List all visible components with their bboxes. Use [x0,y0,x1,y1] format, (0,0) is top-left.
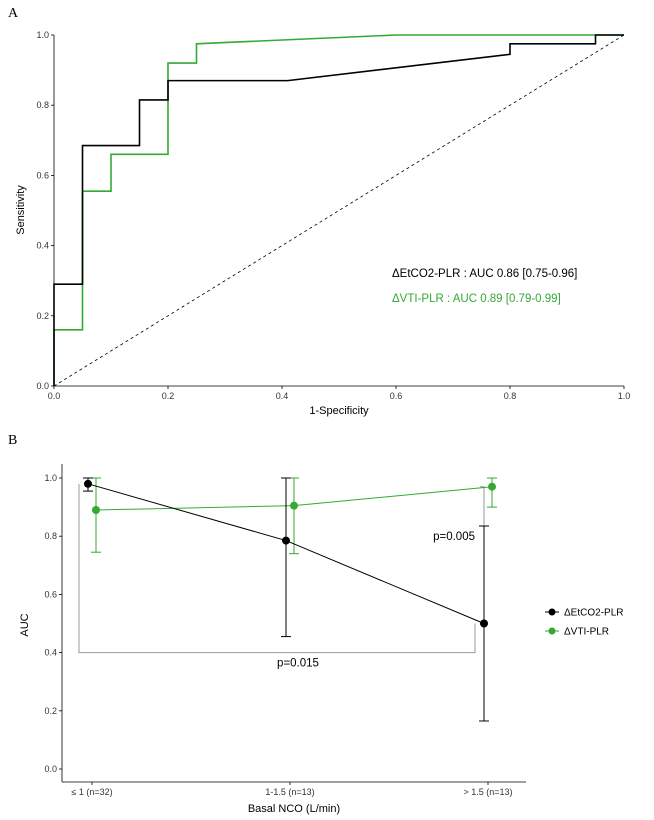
data-point-vti-plr [92,506,100,515]
roc-curve-etco2-plr [53,34,624,386]
panel-b-x-tick-label: ≤ 1 (n=32) [71,787,112,797]
panel-a-series [53,34,624,386]
panel-b-label: B [8,433,17,448]
panel-a-x-tick-label: 0.6 [390,391,403,401]
roc-curve-vti-plr [53,34,624,386]
data-point-etco2-plr [84,479,92,488]
panel-b-legend: ΔEtCO2-PLR ΔVTI-PLR [545,608,623,638]
panel-b-y-tick-label: 0.4 [44,648,57,658]
panel-b-y-tick-label: 0.8 [44,531,57,541]
legend-label-vti: ΔVTI-PLR [564,627,609,638]
panel-a-x-tick-label: 0.2 [162,391,175,401]
data-point-vti-plr [290,501,298,510]
bracket-p-0-005 [480,486,485,624]
panel-a-annotation-vti: ΔVTI-PLR : AUC 0.89 [0.79-0.99] [392,293,561,305]
panel-b-x-tick-label: > 1.5 (n=13) [463,787,512,797]
panel-a-y-tick-label: 1.0 [36,30,49,40]
panel-a-y-tick-label: 0.2 [36,311,49,321]
panel-b-p-value-1: p=0.015 [277,658,319,670]
legend-marker-vti [548,627,556,635]
panel-a-y-axis-title: Sensitivity [15,185,27,235]
data-point-etco2-plr [480,619,488,628]
panel-b-x-tick-label: 1-1.5 (n=13) [265,787,314,797]
panel-a-y-tick-label: 0.8 [36,100,49,110]
panel-b-x-axis-title: Basal NCO (L/min) [248,803,340,815]
panel-a-x-tick-label: 1.0 [618,391,631,401]
panel-a-x-tick-label: 0.4 [276,391,289,401]
panel-b-y-tick-label: 0.0 [44,764,57,774]
panel-b-y-tick-label: 1.0 [44,473,57,483]
panel-a-y-tick-label: 0.4 [36,241,49,251]
panel-b-y-axis-title: AUC [19,613,31,636]
panel-a-y-tick-label: 0.0 [36,381,49,391]
panel-b-y-tick-label: 0.6 [44,589,57,599]
data-point-etco2-plr [282,536,290,545]
panel-b-p-value-2: p=0.005 [433,531,475,543]
panel-a-y-ticks: 0.0 0.2 0.4 0.6 0.8 1.0 [36,30,54,391]
panel-b-y-tick-label: 0.2 [44,706,57,716]
panel-a-annotation-etco2: ΔEtCO2-PLR : AUC 0.86 [0.75-0.96] [392,268,577,280]
panel-a-x-ticks: 0.0 0.2 0.4 0.6 0.8 1.0 [48,386,631,401]
panel-b-series [83,477,497,722]
panel-b-y-ticks: 0.0 0.2 0.4 0.6 0.8 1.0 [44,473,62,774]
panel-a-label: A [8,6,19,21]
panel-a-x-tick-label: 0.8 [504,391,517,401]
panel-a-y-tick-label: 0.6 [36,170,49,180]
data-point-vti-plr [488,482,496,491]
legend-marker-etco2 [548,608,556,616]
panel-b-auc-chart: B 0.0 0.2 0.4 0.6 0.8 1.0 ≤ 1 (n=32) 1-1.5 (n=… [8,433,623,815]
legend-label-etco2: ΔEtCO2-PLR [564,608,623,619]
panel-a-x-axis-title: 1-Specificity [309,405,369,417]
bracket-p-0-015 [78,483,476,654]
panel-a-reference-diagonal [53,34,625,387]
panel-b-x-ticks: ≤ 1 (n=32) 1-1.5 (n=13) > 1.5 (n=13) [71,782,513,797]
panel-a-x-tick-label: 0.0 [48,391,61,401]
panel-a-roc-chart: A 0.0 0.2 0.4 0.6 0.8 1.0 0.00.20.40.60.81.0 … [8,6,630,417]
